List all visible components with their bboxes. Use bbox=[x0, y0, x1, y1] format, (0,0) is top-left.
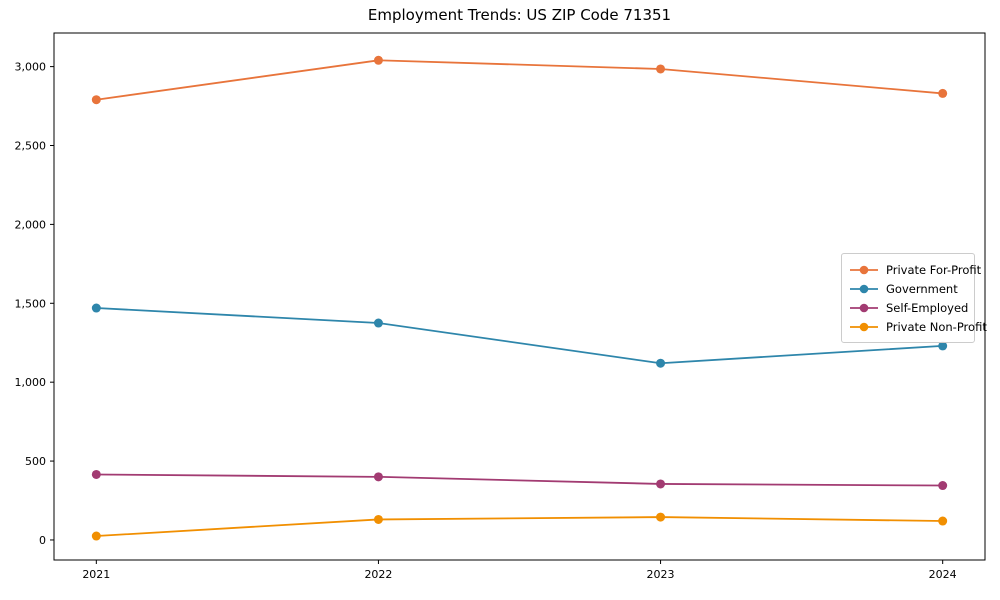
data-point-marker bbox=[91, 95, 101, 105]
series-line bbox=[95, 516, 944, 537]
legend-marker-line bbox=[850, 265, 878, 274]
data-point-marker bbox=[656, 479, 666, 489]
legend-marker-line bbox=[850, 284, 878, 293]
data-point-marker bbox=[91, 531, 101, 541]
y-tick-label: 1,500 bbox=[15, 297, 47, 310]
y-tick-label: 500 bbox=[25, 455, 46, 468]
x-tick-label: 2021 bbox=[82, 568, 110, 581]
legend-marker-line bbox=[850, 322, 878, 331]
legend-item: Private Non-Profit bbox=[849, 317, 987, 336]
data-point-marker bbox=[938, 481, 948, 491]
legend-item-label: Government bbox=[886, 281, 958, 296]
series-line bbox=[95, 307, 944, 365]
data-point-marker bbox=[91, 469, 101, 479]
legend-item: Self-Employed bbox=[849, 298, 969, 317]
series-line bbox=[95, 473, 944, 487]
data-point-marker bbox=[656, 358, 666, 368]
legend-item-label: Self-Employed bbox=[886, 300, 969, 315]
y-tick-label: 2,000 bbox=[15, 218, 47, 231]
y-tick-label: 2,500 bbox=[15, 140, 47, 153]
x-tick-label: 2022 bbox=[364, 568, 392, 581]
legend-item-label: Private For-Profit bbox=[886, 262, 982, 277]
data-point-marker bbox=[373, 55, 383, 65]
x-tick-label: 2024 bbox=[929, 568, 957, 581]
y-tick-label: 1,000 bbox=[15, 376, 47, 389]
legend-item-label: Private Non-Profit bbox=[886, 319, 987, 334]
data-point-marker bbox=[656, 512, 666, 522]
data-point-marker bbox=[938, 341, 948, 351]
x-tick-label: 2023 bbox=[647, 568, 675, 581]
data-point-marker bbox=[938, 516, 948, 526]
data-point-marker bbox=[938, 88, 948, 98]
legend-marker-line bbox=[850, 303, 878, 312]
data-point-marker bbox=[373, 514, 383, 524]
legend: Private For-Profit Government Self-Emplo… bbox=[841, 253, 987, 343]
data-point-marker bbox=[91, 303, 101, 313]
chart-title: Employment Trends: US ZIP Code 71351 bbox=[367, 6, 672, 24]
data-point-marker bbox=[656, 64, 666, 74]
y-tick-label: 0 bbox=[39, 534, 46, 547]
plot-frame bbox=[53, 32, 986, 561]
series-line bbox=[95, 59, 944, 101]
legend-item: Government bbox=[849, 279, 966, 298]
legend-item: Private For-Profit bbox=[849, 260, 981, 279]
data-point-marker bbox=[373, 318, 383, 328]
data-point-marker bbox=[373, 472, 383, 482]
y-tick-label: 3,000 bbox=[15, 61, 47, 74]
